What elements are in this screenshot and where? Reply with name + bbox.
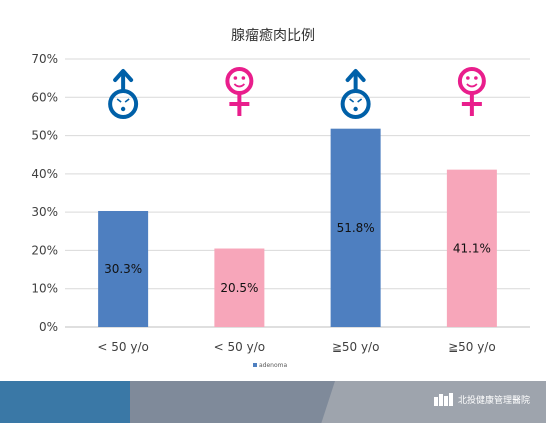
y-tick-label: 10% [31, 282, 58, 296]
y-tick-label: 40% [31, 167, 58, 181]
y-tick-label: 30% [31, 205, 58, 219]
male-face [108, 89, 139, 119]
male-eyes [116, 98, 130, 103]
female-icon [457, 67, 486, 116]
female-smile [233, 83, 246, 88]
data-labels: 30.3% 20.5% 51.8% 41.1% [104, 221, 491, 295]
male-icon [108, 69, 139, 119]
male-eyes [349, 98, 363, 103]
footer-banner: 北投健康管理醫院 [0, 381, 546, 423]
chart-title: 腺瘤癒肉比例 [231, 27, 315, 44]
male-mouth [353, 106, 358, 112]
footer-band-blue [0, 381, 130, 423]
female-smile [466, 83, 478, 88]
female-face [225, 67, 254, 95]
bar [214, 248, 265, 327]
legend: adenoma [253, 362, 287, 369]
data-label: 41.1% [453, 241, 491, 255]
legend-swatch [253, 363, 257, 367]
male-arrow-head [345, 69, 366, 82]
category-label: < 50 y/o [97, 340, 148, 354]
y-tick-label: 0% [39, 320, 58, 334]
sex-icons [108, 67, 486, 119]
category-label: < 50 y/o [214, 340, 265, 354]
category-label: ≧50 y/o [448, 340, 496, 354]
bar [330, 128, 381, 327]
female-eye-left [466, 76, 470, 80]
male-icon [340, 69, 371, 119]
male-arrow-head [113, 69, 134, 82]
male-mouth [120, 106, 126, 112]
y-tick-label: 60% [31, 90, 58, 104]
female-eye-left [233, 76, 238, 80]
data-label: 20.5% [220, 281, 258, 295]
y-tick-label: 50% [31, 129, 58, 143]
female-eye-right [474, 76, 478, 80]
y-tick-label: 70% [31, 52, 58, 66]
female-icon [225, 67, 254, 116]
y-tick-label: 20% [31, 243, 58, 257]
female-eye-right [241, 76, 246, 80]
hospital-brand: 北投健康管理醫院 [433, 393, 530, 406]
hospital-logo-icon [433, 393, 453, 406]
data-label: 51.8% [337, 221, 375, 235]
y-axis-ticks: 0% 10% 20% 30% 40% 50% 60% 70% [31, 52, 58, 334]
chart: 腺瘤癒肉比例 0% 10% 20% 30% 40% 50% 60% 70% 30.3% 20.5… [31, 27, 530, 369]
x-axis-labels: < 50 y/o < 50 y/o ≧50 y/o ≧50 y/o [97, 340, 495, 354]
legend-label: adenoma [259, 362, 287, 369]
footer-band-light [305, 381, 546, 423]
male-face [340, 89, 371, 119]
hospital-name: 北投健康管理醫院 [457, 396, 530, 406]
category-label: ≧50 y/o [332, 340, 380, 354]
data-label: 30.3% [104, 262, 142, 276]
bar [98, 210, 149, 327]
bars [98, 128, 497, 327]
female-face [457, 67, 486, 95]
bar [446, 169, 497, 327]
